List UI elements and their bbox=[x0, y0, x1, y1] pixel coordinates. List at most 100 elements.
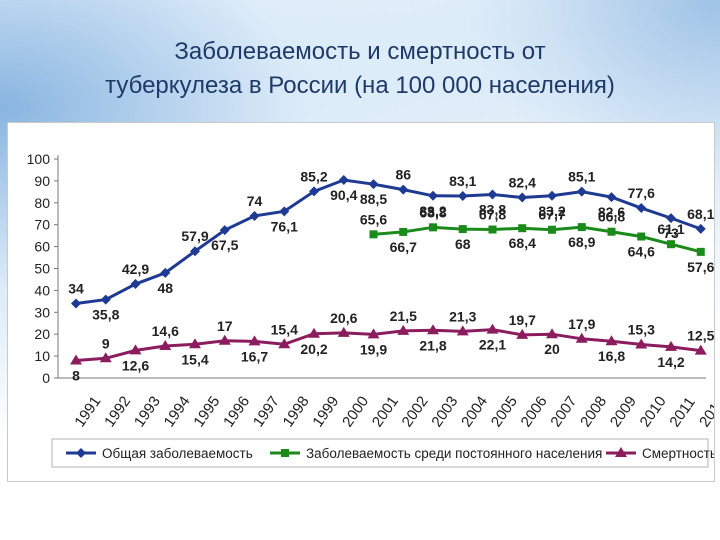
legend-label-2: Заболеваемость среди постоянного населен… bbox=[306, 446, 602, 461]
data-label: 21,5 bbox=[390, 308, 417, 324]
x-tick-label: 2002 bbox=[399, 393, 432, 430]
y-tick-label: 60 bbox=[34, 239, 50, 255]
data-label: 67,7 bbox=[538, 207, 565, 223]
data-label: 20,6 bbox=[330, 310, 357, 326]
x-tick-label: 1994 bbox=[161, 393, 194, 430]
data-point-marker bbox=[517, 192, 528, 203]
y-tick-label: 30 bbox=[34, 304, 50, 320]
data-label: 88,5 bbox=[360, 191, 387, 207]
data-point-marker bbox=[606, 192, 617, 203]
x-tick-label: 2007 bbox=[547, 393, 580, 430]
data-label: 12,5 bbox=[687, 328, 714, 344]
data-point-marker bbox=[159, 340, 172, 351]
data-point-marker bbox=[129, 344, 142, 355]
data-point-marker bbox=[99, 352, 112, 363]
y-tick-label: 100 bbox=[27, 151, 51, 167]
data-label: 74 bbox=[247, 193, 263, 209]
data-point-marker bbox=[696, 247, 705, 256]
series-line-1 bbox=[75, 178, 702, 306]
data-point-marker bbox=[637, 232, 646, 241]
data-label: 83,8 bbox=[479, 201, 506, 217]
data-label: 9 bbox=[102, 335, 110, 351]
x-tick-label: 1996 bbox=[220, 393, 253, 430]
series-line-3 bbox=[75, 328, 701, 362]
data-label: 20,2 bbox=[300, 341, 327, 357]
data-label: 66,7 bbox=[390, 239, 417, 255]
x-tick-label: 2010 bbox=[637, 393, 670, 430]
data-point-marker bbox=[279, 206, 290, 217]
data-label: 17 bbox=[217, 318, 233, 334]
x-tick-label: 1998 bbox=[280, 393, 313, 430]
data-point-marker bbox=[665, 340, 677, 351]
x-tick-label: 1991 bbox=[71, 393, 104, 430]
data-label: 64,6 bbox=[628, 244, 655, 260]
data-point-marker bbox=[308, 327, 320, 338]
data-point-marker bbox=[70, 354, 82, 365]
data-point-marker bbox=[487, 189, 498, 200]
data-label: 22,1 bbox=[479, 337, 506, 353]
data-point-marker bbox=[249, 210, 260, 221]
data-label: 68,1 bbox=[687, 206, 714, 222]
data-label: 15,4 bbox=[271, 321, 298, 337]
data-label: 12,6 bbox=[122, 357, 149, 373]
data-label: 68,9 bbox=[568, 234, 595, 250]
data-point-marker bbox=[397, 324, 410, 335]
data-label: 14,2 bbox=[657, 354, 684, 370]
x-tick-label: 2005 bbox=[488, 393, 521, 430]
data-label: 35,8 bbox=[92, 307, 119, 323]
data-point-marker bbox=[71, 298, 81, 309]
y-tick-label: 70 bbox=[34, 217, 50, 233]
slide-title-line-1: Заболеваемость и смертность от bbox=[174, 38, 546, 65]
data-label: 16,7 bbox=[241, 348, 268, 364]
data-label: 77,6 bbox=[628, 185, 655, 201]
data-point-marker bbox=[367, 328, 380, 339]
x-tick-label: 2012 bbox=[696, 393, 714, 430]
data-point-marker bbox=[694, 344, 707, 355]
data-label: 20 bbox=[544, 341, 560, 357]
y-tick-label: 40 bbox=[34, 282, 50, 298]
x-tick-label: 1997 bbox=[250, 393, 283, 430]
data-label: 85,1 bbox=[568, 169, 595, 185]
data-point-marker bbox=[398, 184, 409, 195]
data-point-marker bbox=[548, 225, 556, 234]
data-label: 14,6 bbox=[152, 323, 179, 339]
x-tick-label: 1993 bbox=[131, 393, 164, 430]
data-point-marker bbox=[458, 225, 467, 234]
data-point-marker bbox=[248, 335, 261, 346]
data-point-marker bbox=[605, 335, 618, 346]
data-label: 85,2 bbox=[300, 168, 327, 184]
data-point-marker bbox=[100, 294, 111, 305]
data-point-marker bbox=[218, 334, 231, 345]
data-label: 48 bbox=[157, 280, 173, 296]
data-label: 61,1 bbox=[657, 221, 684, 237]
data-point-marker bbox=[189, 338, 201, 349]
y-tick-label: 80 bbox=[34, 195, 50, 211]
data-label: 76,1 bbox=[271, 218, 298, 234]
data-label: 82,4 bbox=[509, 175, 536, 191]
data-point-marker bbox=[666, 213, 676, 224]
legend-marker bbox=[615, 447, 627, 457]
x-tick-label: 2000 bbox=[339, 393, 372, 430]
y-tick-label: 0 bbox=[42, 370, 50, 386]
data-label: 68 bbox=[455, 236, 471, 252]
data-point-marker bbox=[190, 246, 200, 257]
data-label: 67,8 bbox=[479, 207, 506, 223]
data-point-marker bbox=[457, 191, 468, 202]
data-label: 65,6 bbox=[360, 211, 387, 227]
data-point-marker bbox=[636, 203, 647, 214]
data-label: 57,6 bbox=[687, 259, 714, 275]
data-label: 19,7 bbox=[509, 312, 536, 328]
x-tick-label: 2001 bbox=[369, 393, 402, 430]
data-label: 68,8 bbox=[419, 204, 446, 220]
data-point-marker bbox=[219, 225, 230, 236]
data-point-marker bbox=[546, 328, 558, 339]
legend-label-3: Смертность bbox=[642, 446, 714, 461]
data-point-marker bbox=[278, 338, 291, 349]
data-point-marker bbox=[516, 328, 529, 339]
x-tick-label: 1999 bbox=[309, 393, 342, 430]
y-tick-label: 90 bbox=[34, 173, 50, 189]
data-point-marker bbox=[428, 190, 438, 201]
data-point-marker bbox=[486, 323, 499, 334]
data-label: 16,8 bbox=[598, 348, 625, 364]
data-point-marker bbox=[338, 175, 349, 186]
